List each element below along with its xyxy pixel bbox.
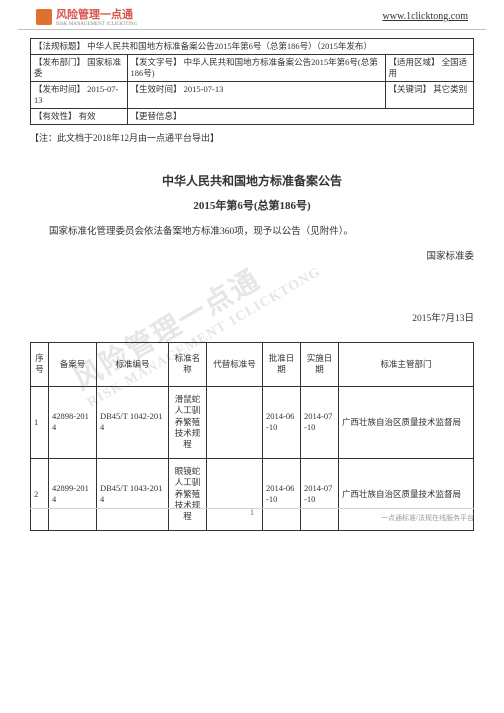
meta-replace-cell: 【更替信息】 [127, 109, 473, 125]
doc-title: 中华人民共和国地方标准备案公告 [30, 172, 474, 189]
meta-keyword-cell: 【关键词】 其它类别 [385, 82, 474, 109]
page-footer: 1 一点通标准/法规在线服务平台 [0, 513, 504, 523]
page-header: 风险管理一点通 RISK MANAGEMENT 1CLICKTONG www.1… [18, 0, 486, 30]
th-rec: 备案号 [49, 342, 97, 386]
doc-signature: 国家标准委 [418, 248, 474, 262]
logo-icon [36, 9, 52, 25]
footer-right: 一点通标准/法规在线服务平台 [381, 513, 474, 523]
logo-text-en: RISK MANAGEMENT 1CLICKTONG [56, 22, 137, 27]
table-row: 1 42898-2014 DB45/T 1042-2014 滑鼠蛇人工驯养繁殖技… [31, 386, 474, 458]
th-appr: 批准日期 [263, 342, 301, 386]
doc-date: 2015年7月13日 [30, 310, 474, 324]
meta-region-cell: 【适用区域】 全国适用 [385, 55, 474, 82]
logo-block: 风险管理一点通 RISK MANAGEMENT 1CLICKTONG [36, 6, 137, 27]
site-url[interactable]: www.1clicktong.com [383, 11, 468, 22]
logo-text-cn: 风险管理一点通 [56, 6, 137, 22]
th-seq: 序号 [31, 342, 49, 386]
doc-paragraph: 国家标准化管理委员会依法备案地方标准360项，现予以公告（见附件）。 [30, 225, 474, 239]
th-impl: 实施日期 [301, 342, 339, 386]
meta-valid-cell: 【有效性】 有效 [31, 109, 128, 125]
meta-effdate-cell: 【生效时间】 2015-07-13 [127, 82, 385, 109]
table-header-row: 序号 备案号 标准编号 标准名称 代替标准号 批准日期 实施日期 标准主管部门 [31, 342, 474, 386]
meta-title-label: 【法规标题】 [34, 41, 85, 51]
th-name: 标准名称 [169, 342, 207, 386]
meta-title-cell: 【法规标题】 中华人民共和国地方标准备案公告2015年第6号（总第186号）（2… [31, 39, 474, 55]
meta-docno-cell: 【发文字号】 中华人民共和国地方标准备案公告2015年第6号(总第186号) [127, 55, 385, 82]
meta-table: 【法规标题】 中华人民共和国地方标准备案公告2015年第6号（总第186号）（2… [30, 38, 474, 125]
doc-subtitle: 2015年第6号(总第186号) [30, 197, 474, 213]
th-alt: 代替标准号 [207, 342, 263, 386]
th-code: 标准编号 [97, 342, 169, 386]
meta-issuer-cell: 【发布部门】 国家标准委 [31, 55, 128, 82]
meta-title-val: 中华人民共和国地方标准备案公告2015年第6号（总第186号）（2015年发布） [87, 41, 372, 51]
meta-pubdate-cell: 【发布时间】 2015-07-13 [31, 82, 128, 109]
th-dept: 标准主管部门 [339, 342, 474, 386]
page-number: 1 [250, 508, 254, 517]
export-note: 【注：此文档于2018年12月由一点通平台导出】 [30, 131, 474, 144]
standards-table: 序号 备案号 标准编号 标准名称 代替标准号 批准日期 实施日期 标准主管部门 … [30, 342, 474, 531]
